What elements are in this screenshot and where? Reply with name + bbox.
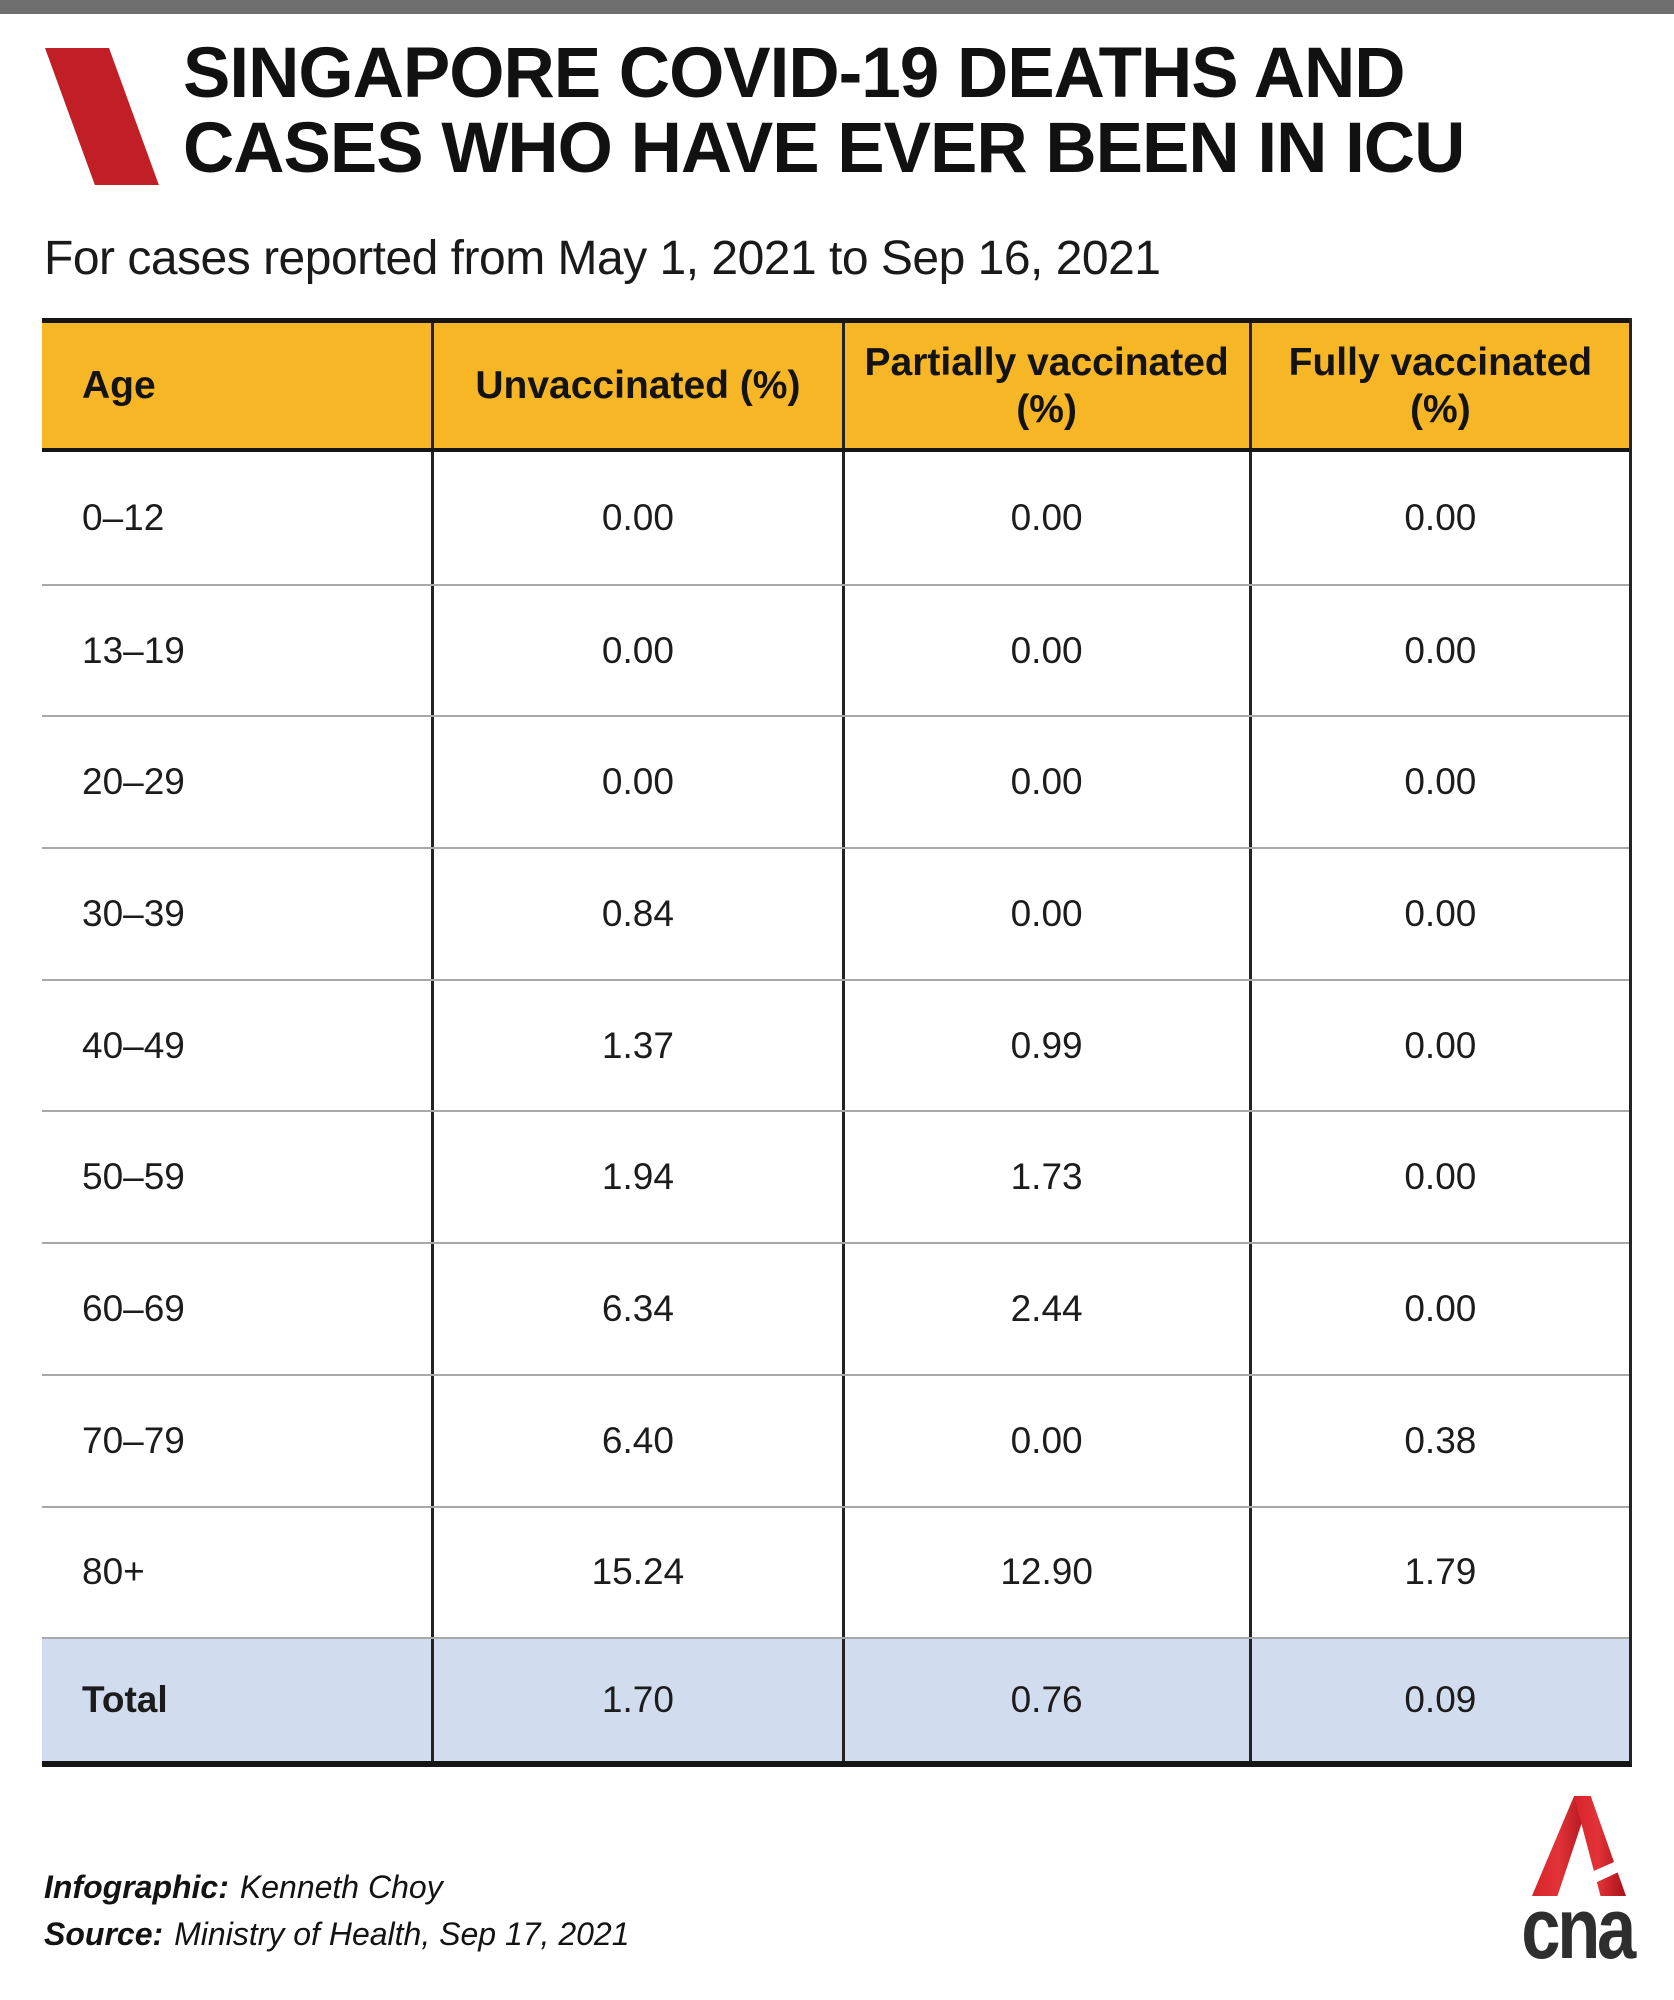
source-credit: Ministry of Health, Sep 17, 2021 bbox=[174, 1916, 630, 1952]
age-cell: 20–29 bbox=[82, 761, 185, 803]
total-label-cell: Total bbox=[82, 1679, 168, 1721]
total-row: Total 1.70 0.76 0.09 bbox=[42, 1637, 1629, 1762]
column-header-fully-vaccinated: Fully vaccinated (%) bbox=[1248, 323, 1629, 448]
top-accent-bar bbox=[0, 0, 1674, 14]
page-subtitle: For cases reported from May 1, 2021 to S… bbox=[44, 232, 1161, 285]
data-table: Age Unvaccinated (%) Partially vaccinate… bbox=[42, 318, 1632, 1768]
unvaccinated-cell: 1.94 bbox=[431, 1112, 841, 1243]
unvaccinated-cell: 0.84 bbox=[431, 849, 841, 979]
column-header-unvaccinated: Unvaccinated (%) bbox=[431, 323, 841, 448]
age-cell: 0–12 bbox=[82, 496, 165, 538]
age-cell: 30–39 bbox=[82, 892, 185, 934]
infographic-credit-line: Infographic: Kenneth Choy bbox=[44, 1864, 630, 1911]
fully-vaccinated-cell: 0.00 bbox=[1248, 1244, 1629, 1374]
partially-vaccinated-cell: 0.00 bbox=[841, 849, 1249, 979]
partially-vaccinated-cell: 12.90 bbox=[841, 1507, 1249, 1638]
table-row: 70–79 6.40 0.00 0.38 bbox=[42, 1373, 1629, 1506]
table-row: 30–39 0.84 0.00 0.00 bbox=[42, 847, 1629, 979]
infographic-credit: Kenneth Choy bbox=[239, 1869, 443, 1905]
fully-vaccinated-cell: 0.38 bbox=[1248, 1375, 1629, 1506]
unvaccinated-cell: 6.34 bbox=[431, 1244, 841, 1374]
table-row: 20–29 0.00 0.00 0.00 bbox=[42, 715, 1629, 848]
fully-vaccinated-cell: 0.00 bbox=[1248, 585, 1629, 716]
column-header-partially-vaccinated: Partially vaccinated (%) bbox=[841, 323, 1249, 448]
table-body: 0–12 0.00 0.00 0.00 13–19 0.00 0.00 0.00… bbox=[42, 452, 1629, 1638]
page-title-line1: SINGAPORE COVID-19 DEATHS AND bbox=[183, 34, 1406, 113]
partially-vaccinated-cell: 0.99 bbox=[841, 980, 1249, 1111]
table-row: 80+ 15.24 12.90 1.79 bbox=[42, 1505, 1629, 1638]
table-row: 50–59 1.94 1.73 0.00 bbox=[42, 1110, 1629, 1243]
unvaccinated-cell: 0.00 bbox=[431, 717, 841, 848]
table-row: 0–12 0.00 0.00 0.00 bbox=[42, 452, 1629, 584]
unvaccinated-cell: 0.00 bbox=[431, 585, 841, 716]
fully-vaccinated-cell: 0.00 bbox=[1248, 1112, 1629, 1243]
unvaccinated-cell: 15.24 bbox=[431, 1507, 841, 1638]
total-unvaccinated-cell: 1.70 bbox=[431, 1639, 841, 1762]
unvaccinated-cell: 0.00 bbox=[431, 452, 841, 584]
age-cell: 13–19 bbox=[82, 629, 185, 671]
total-partially-vaccinated-cell: 0.76 bbox=[841, 1639, 1249, 1762]
unvaccinated-cell: 1.37 bbox=[431, 980, 841, 1111]
partially-vaccinated-cell: 0.00 bbox=[841, 452, 1249, 584]
partially-vaccinated-cell: 0.00 bbox=[841, 717, 1249, 848]
unvaccinated-cell: 6.40 bbox=[431, 1375, 841, 1506]
column-header-age: Age bbox=[82, 364, 156, 407]
total-fully-vaccinated-cell: 0.09 bbox=[1248, 1639, 1629, 1762]
age-cell: 40–49 bbox=[82, 1024, 185, 1066]
fully-vaccinated-cell: 0.00 bbox=[1248, 980, 1629, 1111]
fully-vaccinated-cell: 0.00 bbox=[1248, 452, 1629, 584]
cna-triangle-icon bbox=[1531, 1796, 1626, 1896]
table-row: 60–69 6.34 2.44 0.00 bbox=[42, 1242, 1629, 1374]
partially-vaccinated-cell: 0.00 bbox=[841, 585, 1249, 716]
partially-vaccinated-cell: 0.00 bbox=[841, 1375, 1249, 1506]
partially-vaccinated-cell: 2.44 bbox=[841, 1244, 1249, 1374]
table-row: 13–19 0.00 0.00 0.00 bbox=[42, 583, 1629, 716]
infographic-label: Infographic: bbox=[44, 1869, 229, 1905]
table-row: 40–49 1.37 0.99 0.00 bbox=[42, 978, 1629, 1111]
source-line: Source: Ministry of Health, Sep 17, 2021 bbox=[44, 1911, 630, 1958]
table-header-row: Age Unvaccinated (%) Partially vaccinate… bbox=[42, 318, 1629, 452]
cna-logo-text: cna bbox=[1521, 1881, 1636, 1977]
page-title: SINGAPORE COVID-19 DEATHS AND CASES WHO … bbox=[183, 34, 1465, 188]
source-label: Source: bbox=[44, 1916, 164, 1952]
fully-vaccinated-cell: 0.00 bbox=[1248, 849, 1629, 979]
fully-vaccinated-cell: 0.00 bbox=[1248, 717, 1629, 848]
age-cell: 60–69 bbox=[82, 1287, 185, 1329]
page-title-line2: CASES WHO HAVE EVER BEEN IN ICU bbox=[183, 109, 1465, 188]
age-cell: 50–59 bbox=[82, 1156, 185, 1198]
credits: Infographic: Kenneth Choy Source: Ministry… bbox=[44, 1864, 630, 1958]
cna-logo: cna bbox=[1512, 1795, 1642, 1977]
partially-vaccinated-cell: 1.73 bbox=[841, 1112, 1249, 1243]
age-cell: 80+ bbox=[82, 1551, 145, 1593]
red-accent-mark bbox=[45, 48, 159, 185]
age-cell: 70–79 bbox=[82, 1419, 185, 1461]
fully-vaccinated-cell: 1.79 bbox=[1248, 1507, 1629, 1638]
